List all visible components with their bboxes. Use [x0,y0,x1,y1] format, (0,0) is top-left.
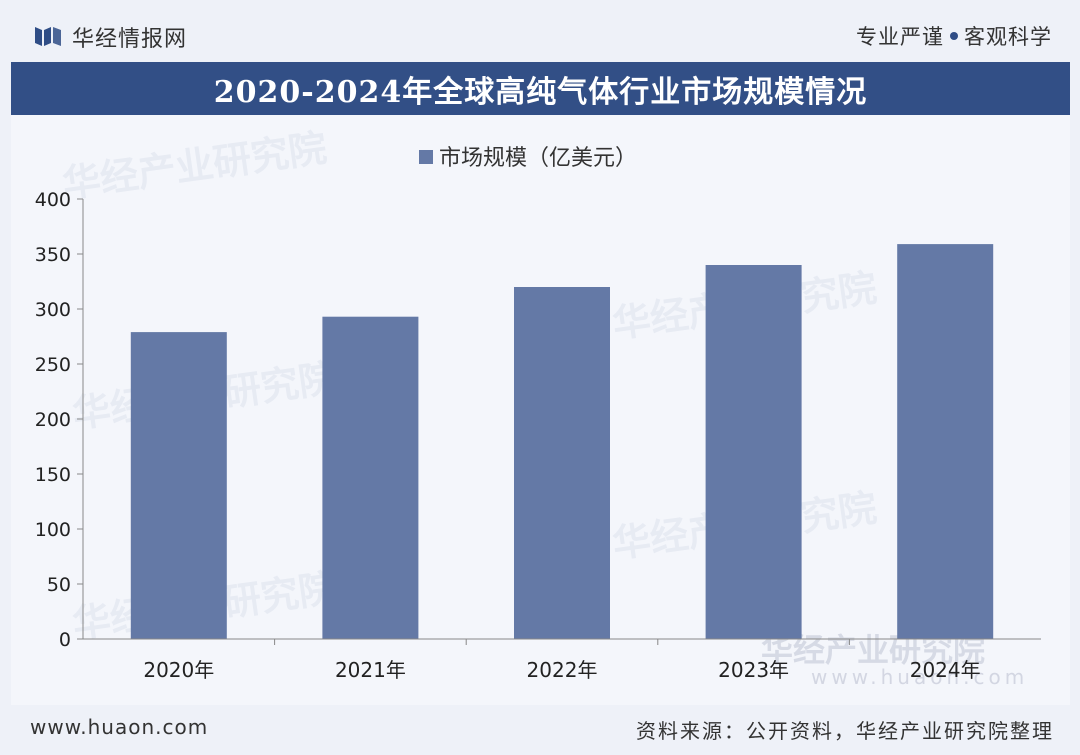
chart-title: 2020-2024年全球高纯气体行业市场规模情况 [11,62,1070,115]
x-axis: 2020年 2021年 2022年 2023年 2024年 [83,638,1041,682]
slogan: 专业严谨 客观科学 [856,21,1052,51]
top-bar: 华经情报网 专业严谨 客观科学 [0,0,1080,62]
y-axis: 0 50 100 150 200 250 300 350 400 [35,189,84,651]
legend-swatch [419,150,433,164]
bar [130,332,227,639]
y-tick-label: 300 [35,299,71,321]
x-tick-label: 2020年 [143,658,214,682]
y-tick-label: 50 [47,574,71,596]
bar [322,316,419,639]
y-tick-label: 0 [59,629,71,651]
slogan-left: 专业严谨 [856,25,944,49]
legend: 市场规模（亿美元） [419,146,637,171]
y-tick-label: 200 [35,409,71,431]
x-tick-label: 2024年 [910,658,981,682]
bullet-icon [950,32,958,40]
y-tick-label: 150 [35,464,71,486]
chart-area: 华经产业研究院 华经产业研究院 华经产业研究院 华经产业研究院 华经产业研究院 … [11,115,1070,705]
x-tick-label: 2023年 [718,658,789,682]
y-tick-label: 400 [35,189,71,211]
y-tick-label: 350 [35,244,71,266]
bar [705,265,802,639]
slogan-right: 客观科学 [964,25,1052,49]
brand-name: 华经情报网 [72,27,188,52]
bar [897,244,994,639]
x-tick-label: 2021年 [335,658,406,682]
bars [130,244,994,639]
huajing-logo-icon [35,27,61,46]
y-tick-label: 250 [35,354,71,376]
source-note: 资料来源：公开资料，华经产业研究院整理 [636,719,1054,743]
y-tick-label: 100 [35,519,71,541]
website-link[interactable]: www.huaon.com [30,715,209,739]
bar-chart: 市场规模（亿美元） 0 50 100 150 200 250 300 350 400 2020年… [35,146,1041,682]
bar [514,287,610,639]
footer: www.huaon.com 资料来源：公开资料，华经产业研究院整理 [0,705,1080,755]
legend-label: 市场规模（亿美元） [439,146,637,171]
x-tick-label: 2022年 [527,658,598,682]
